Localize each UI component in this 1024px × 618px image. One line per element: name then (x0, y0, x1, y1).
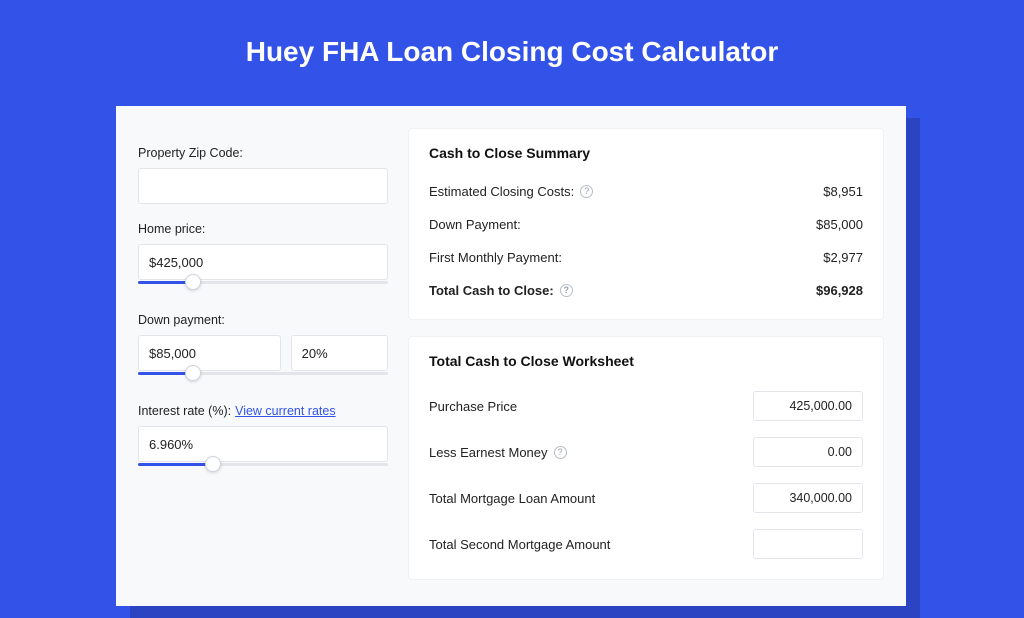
zip-input[interactable] (138, 168, 388, 204)
summary-row-value: $85,000 (816, 217, 863, 232)
summary-row: Down Payment: $85,000 (429, 208, 863, 241)
worksheet-row-value[interactable] (753, 529, 863, 559)
home-price-field: Home price: $425,000 (138, 222, 388, 295)
help-icon[interactable]: ? (560, 284, 573, 297)
down-payment-label: Down payment: (138, 313, 388, 327)
summary-panel: Cash to Close Summary Estimated Closing … (408, 128, 884, 320)
worksheet-row: Less Earnest Money? 0.00 (429, 429, 863, 475)
down-payment-field: Down payment: $85,000 20% (138, 313, 388, 386)
worksheet-row-label: Purchase Price (429, 399, 517, 414)
worksheet-row-label: Less Earnest Money? (429, 445, 567, 460)
help-icon[interactable]: ? (580, 185, 593, 198)
down-payment-input[interactable]: $85,000 (138, 335, 281, 371)
worksheet-row: Total Second Mortgage Amount (429, 521, 863, 567)
worksheet-row-label-text: Purchase Price (429, 399, 517, 414)
summary-row-value: $8,951 (823, 184, 863, 199)
worksheet-row-label-text: Less Earnest Money (429, 445, 548, 460)
down-payment-row: $85,000 20% (138, 335, 388, 371)
home-price-input[interactable]: $425,000 (138, 244, 388, 280)
home-price-slider[interactable] (138, 277, 388, 295)
slider-thumb[interactable] (185, 365, 201, 381)
interest-rate-field: Interest rate (%): View current rates 6.… (138, 404, 388, 477)
page-title: Huey FHA Loan Closing Cost Calculator (0, 0, 1024, 92)
calculator-card: Property Zip Code: Home price: $425,000 … (116, 106, 906, 606)
down-payment-pct-input[interactable]: 20% (291, 335, 388, 371)
summary-row-value: $2,977 (823, 250, 863, 265)
inputs-column: Property Zip Code: Home price: $425,000 … (138, 128, 388, 606)
summary-row-label-text: Total Cash to Close: (429, 283, 554, 298)
summary-row-label: Down Payment: (429, 217, 521, 232)
interest-rate-slider[interactable] (138, 459, 388, 477)
summary-row: Estimated Closing Costs:? $8,951 (429, 175, 863, 208)
summary-row: First Monthly Payment: $2,977 (429, 241, 863, 274)
worksheet-row-value[interactable]: 340,000.00 (753, 483, 863, 513)
results-column: Cash to Close Summary Estimated Closing … (408, 128, 884, 606)
summary-row-label-text: Down Payment: (429, 217, 521, 232)
worksheet-panel: Total Cash to Close Worksheet Purchase P… (408, 336, 884, 580)
worksheet-row-value[interactable]: 0.00 (753, 437, 863, 467)
interest-rate-label: Interest rate (%): View current rates (138, 404, 388, 418)
interest-rate-input[interactable]: 6.960% (138, 426, 388, 462)
zip-field: Property Zip Code: (138, 146, 388, 204)
worksheet-title: Total Cash to Close Worksheet (429, 353, 863, 369)
summary-row-label: First Monthly Payment: (429, 250, 562, 265)
worksheet-row: Purchase Price 425,000.00 (429, 383, 863, 429)
summary-row-label-text: First Monthly Payment: (429, 250, 562, 265)
worksheet-row-label: Total Mortgage Loan Amount (429, 491, 595, 506)
worksheet-row-label-text: Total Mortgage Loan Amount (429, 491, 595, 506)
worksheet-row-value[interactable]: 425,000.00 (753, 391, 863, 421)
summary-row: Total Cash to Close:? $96,928 (429, 274, 863, 307)
summary-row-label-text: Estimated Closing Costs: (429, 184, 574, 199)
interest-rate-label-text: Interest rate (%): (138, 404, 231, 418)
worksheet-row: Total Mortgage Loan Amount 340,000.00 (429, 475, 863, 521)
help-icon[interactable]: ? (554, 446, 567, 459)
down-payment-slider[interactable] (138, 368, 388, 386)
view-rates-link[interactable]: View current rates (235, 404, 336, 418)
slider-thumb[interactable] (205, 456, 221, 472)
slider-thumb[interactable] (185, 274, 201, 290)
slider-fill (138, 463, 213, 466)
summary-row-label: Total Cash to Close:? (429, 283, 573, 298)
home-price-label: Home price: (138, 222, 388, 236)
summary-row-value: $96,928 (816, 283, 863, 298)
worksheet-row-label-text: Total Second Mortgage Amount (429, 537, 610, 552)
summary-title: Cash to Close Summary (429, 145, 863, 161)
zip-label: Property Zip Code: (138, 146, 388, 160)
worksheet-row-label: Total Second Mortgage Amount (429, 537, 610, 552)
summary-row-label: Estimated Closing Costs:? (429, 184, 593, 199)
